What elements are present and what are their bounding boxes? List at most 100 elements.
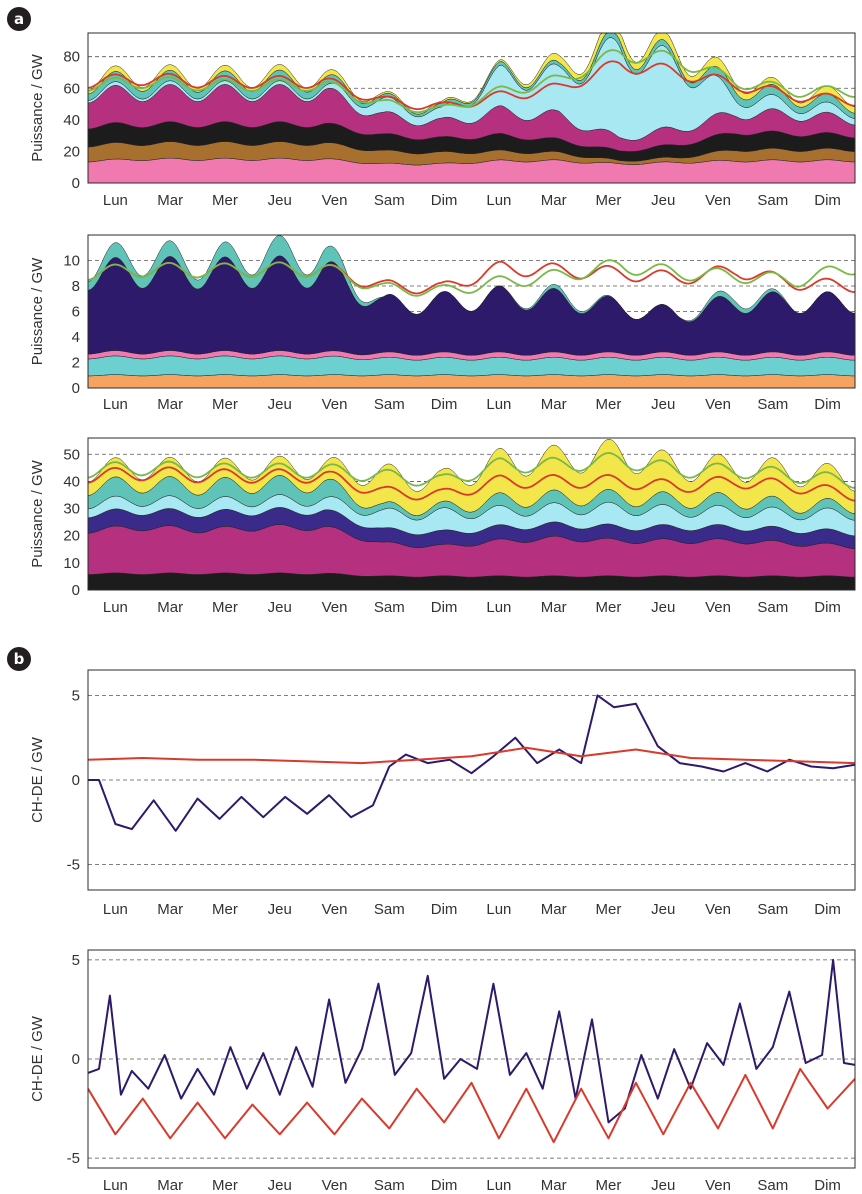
x-tick-label: Lun <box>486 1177 511 1194</box>
x-tick-label: Mar <box>157 901 183 918</box>
x-tick-label: Jeu <box>651 192 675 209</box>
series-line-1 <box>87 452 856 489</box>
y-axis-label: CH-DE / GW <box>29 736 46 823</box>
x-tick-label: Dim <box>431 192 458 209</box>
y-tick-label: 0 <box>72 772 80 789</box>
x-tick-label: Jeu <box>651 396 675 413</box>
chart-a1: 0 20 40 60 80 Puissance / GW Lun Mar Mer Jeu Ven Sa… <box>29 32 856 209</box>
y-tick-label: 8 <box>72 278 80 295</box>
x-tick-label: Lun <box>103 901 128 918</box>
series-line-1 <box>87 746 856 765</box>
series-line-0 <box>87 466 856 502</box>
x-tick-label: Sam <box>374 901 405 918</box>
x-tick-label: Mar <box>157 599 183 616</box>
x-tick-label: Mer <box>596 192 622 209</box>
y-tick-label: 0 <box>72 175 80 192</box>
x-tick-label: Jeu <box>651 1177 675 1194</box>
y-axis-label: CH-DE / GW <box>29 1015 46 1102</box>
x-tick-label: Dim <box>814 901 841 918</box>
x-tick-label: Sam <box>757 599 788 616</box>
x-tick-label: Lun <box>103 192 128 209</box>
panel-b-label: b <box>14 650 25 668</box>
x-tick-label: Sam <box>757 396 788 413</box>
x-tick-label: Ven <box>322 396 348 413</box>
series-line-0 <box>88 694 856 832</box>
x-tick-label: Lun <box>486 396 511 413</box>
y-tick-label: 40 <box>63 112 80 129</box>
chart-a3: 0 10 20 30 40 50 Puissance / GW Lun Mar Mer Jeu Ven… <box>29 437 856 616</box>
x-tick-label: Dim <box>814 599 841 616</box>
x-tick-label: Mer <box>212 1177 238 1194</box>
y-tick-label: 40 <box>63 473 80 490</box>
y-axis-label: Puissance / GW <box>29 53 46 161</box>
x-tick-label: Jeu <box>268 901 292 918</box>
x-tick-label: Ven <box>705 1177 731 1194</box>
x-tick-label: Mer <box>212 396 238 413</box>
chart-a2: 0 2 4 6 8 10 Puissance / GW Lun Mar Mer Jeu Ven Sam D… <box>29 234 856 413</box>
x-tick-label: Lun <box>486 192 511 209</box>
x-tick-label: Mer <box>596 1177 622 1194</box>
plot-frame <box>87 32 856 184</box>
x-tick-label: Dim <box>431 1177 458 1194</box>
y-axis-label: Puissance / GW <box>29 459 46 567</box>
x-tick-label: Mar <box>541 192 567 209</box>
x-tick-label: Jeu <box>268 599 292 616</box>
x-tick-label: Dim <box>431 599 458 616</box>
series-line-1 <box>87 259 856 297</box>
x-tick-label: Ven <box>705 599 731 616</box>
x-tick-label: Mar <box>541 1177 567 1194</box>
x-tick-label: Mar <box>541 901 567 918</box>
chart-b1: -5 0 5 CH-DE / GW Lun Mar Mer Jeu Ven Sam Dim Lun Ma… <box>29 669 856 918</box>
x-tick-label: Jeu <box>268 192 292 209</box>
x-tick-label: Dim <box>814 1177 841 1194</box>
x-tick-label: Lun <box>103 1177 128 1194</box>
y-tick-label: 4 <box>72 329 80 346</box>
series-line-1 <box>87 1067 856 1144</box>
x-tick-label: Sam <box>374 192 405 209</box>
y-axis-label: Puissance / GW <box>29 257 46 365</box>
x-tick-label: Mar <box>157 1177 183 1194</box>
y-tick-label: 0 <box>72 380 80 397</box>
x-tick-label: Jeu <box>268 1177 292 1194</box>
y-tick-label: 20 <box>63 143 80 160</box>
x-tick-label: Jeu <box>651 599 675 616</box>
x-tick-label: Ven <box>322 192 348 209</box>
x-tick-label: Ven <box>322 1177 348 1194</box>
plot-frame <box>87 949 856 1169</box>
y-tick-label: -5 <box>67 857 80 874</box>
x-tick-label: Jeu <box>268 396 292 413</box>
x-tick-label: Mer <box>212 192 238 209</box>
y-tick-label: 6 <box>72 304 80 321</box>
x-tick-label: Jeu <box>651 901 675 918</box>
x-tick-label: Dim <box>814 192 841 209</box>
y-tick-label: 60 <box>63 80 80 97</box>
x-tick-label: Mar <box>541 396 567 413</box>
x-tick-label: Sam <box>374 396 405 413</box>
y-tick-label: 0 <box>72 582 80 599</box>
x-tick-label: Ven <box>705 396 731 413</box>
x-tick-label: Mer <box>596 599 622 616</box>
x-tick-label: Mer <box>596 901 622 918</box>
x-tick-label: Mar <box>157 192 183 209</box>
x-tick-label: Dim <box>431 901 458 918</box>
y-tick-label: 10 <box>63 253 80 270</box>
series-line-1 <box>87 49 856 114</box>
x-tick-label: Mar <box>157 396 183 413</box>
x-tick-label: Sam <box>757 1177 788 1194</box>
x-tick-label: Ven <box>322 599 348 616</box>
panel-a-label: a <box>14 10 24 28</box>
y-tick-label: -5 <box>67 1150 80 1167</box>
x-tick-label: Mer <box>596 396 622 413</box>
x-tick-label: Lun <box>103 396 128 413</box>
x-tick-label: Mer <box>212 599 238 616</box>
x-tick-label: Sam <box>374 599 405 616</box>
y-tick-label: 50 <box>63 446 80 463</box>
x-tick-label: Lun <box>486 599 511 616</box>
x-tick-label: Ven <box>705 901 731 918</box>
y-tick-label: 0 <box>72 1051 80 1068</box>
plot-frame <box>87 669 856 891</box>
stack-layer-0 <box>87 374 856 389</box>
x-tick-label: Lun <box>486 901 511 918</box>
